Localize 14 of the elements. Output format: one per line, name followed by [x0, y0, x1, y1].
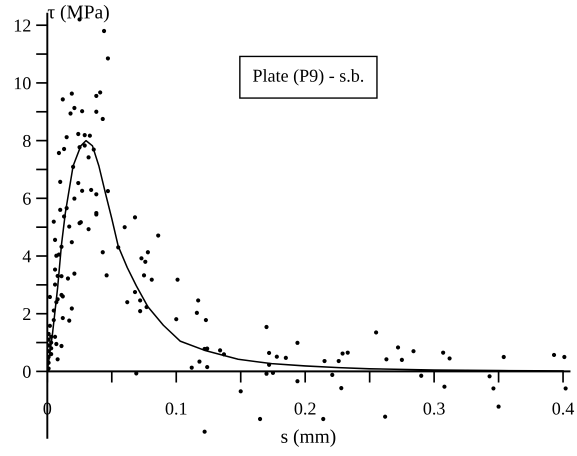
y-tick-label: 6: [23, 192, 31, 205]
x-tick-label: 0.3: [424, 402, 445, 415]
y-tick-label: 8: [23, 134, 31, 148]
y-tick-label: 10: [14, 77, 31, 90]
x-axis-title: s (mm): [281, 429, 336, 447]
y-axis-title: τ (MPa): [48, 4, 109, 22]
annotation: Plate (P9) - s.b.: [253, 69, 364, 86]
y-tick-label: 12: [14, 20, 30, 32]
y-tick-label: 2: [23, 308, 30, 320]
y-tick-label: 4: [22, 250, 32, 262]
y-tick-label: 0: [23, 366, 31, 378]
x-tick-label: 0.2: [294, 402, 316, 415]
x-tick-label: 0.4: [552, 402, 574, 415]
x-tick-label: 0.1: [166, 402, 186, 415]
